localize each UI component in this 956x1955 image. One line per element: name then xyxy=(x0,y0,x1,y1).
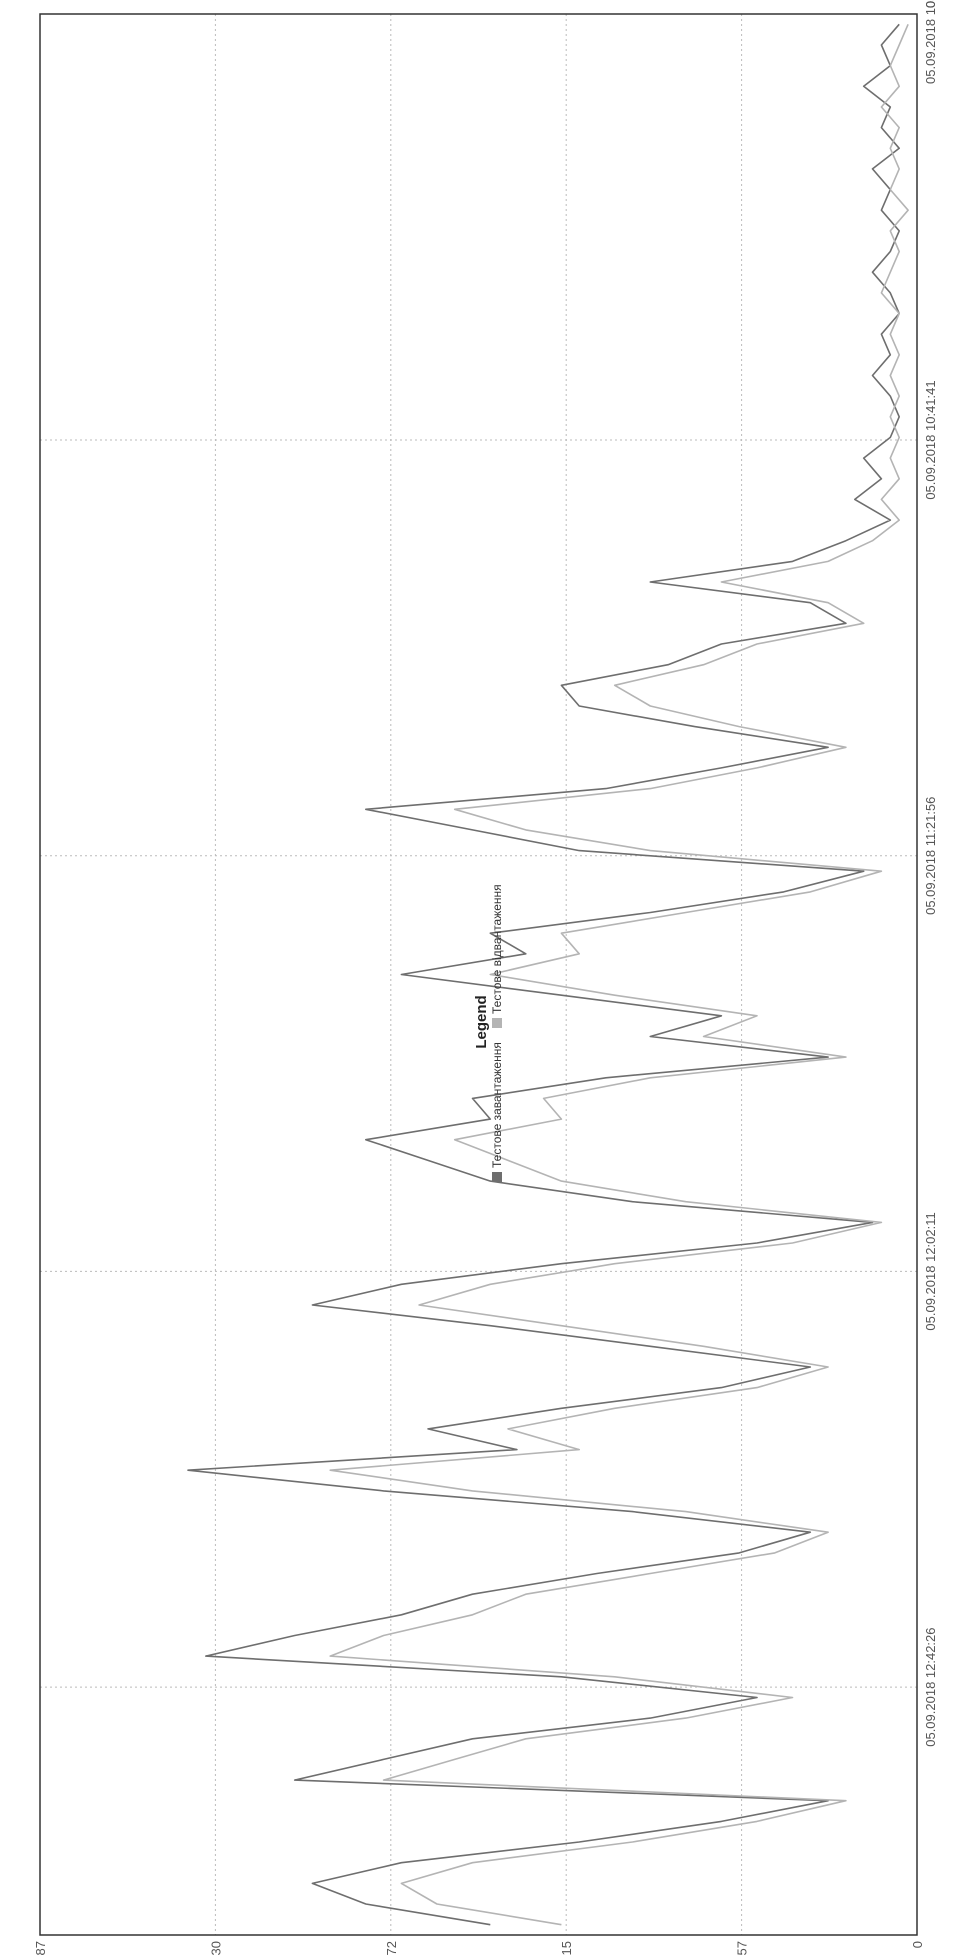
time-tick-label: 05.09.2018 11:21:56 xyxy=(923,797,938,915)
series-line-2 xyxy=(329,23,909,1926)
time-tick-label: 05.09.2018 10:01:26 xyxy=(923,0,938,84)
plot-frame xyxy=(39,13,918,1936)
series-line-1 xyxy=(187,23,901,1926)
time-tick-label: 05.09.2018 12:42:26 xyxy=(923,1627,938,1746)
value-tick-label: 98 644 787 xyxy=(33,1941,48,1955)
time-tick-label: 05.09.2018 10:41:41 xyxy=(923,380,938,499)
tick-labels: 0 19 728 957 39 457 915 59 186 872 78 915 83… xyxy=(33,0,938,1955)
axes xyxy=(39,13,918,1936)
value-tick-label: 0 xyxy=(910,1941,925,1948)
value-tick-label: 78 915 830 xyxy=(208,1941,223,1955)
value-tick-label: 39 457 915 xyxy=(559,1941,574,1955)
series-layer xyxy=(187,23,909,1926)
legend-label-2: Тестове відвантаження xyxy=(490,884,504,1014)
time-tick-label: 05.09.2018 12:02:11 xyxy=(923,1212,938,1330)
grid-lines xyxy=(40,14,917,1935)
legend-title: Legend xyxy=(473,995,490,1048)
legend-label-1: Тестове завантаження xyxy=(490,1042,504,1168)
legend: Legend Тестове завантаження Тестове відв… xyxy=(473,884,504,1182)
legend-swatch-1 xyxy=(492,1172,502,1182)
value-tick-label: 19 728 957 xyxy=(735,1941,750,1955)
value-tick-label: 59 186 872 xyxy=(384,1941,399,1955)
time-tick-label: 05.09.2 xyxy=(923,0,938,8)
legend-swatch-2 xyxy=(492,1018,502,1028)
